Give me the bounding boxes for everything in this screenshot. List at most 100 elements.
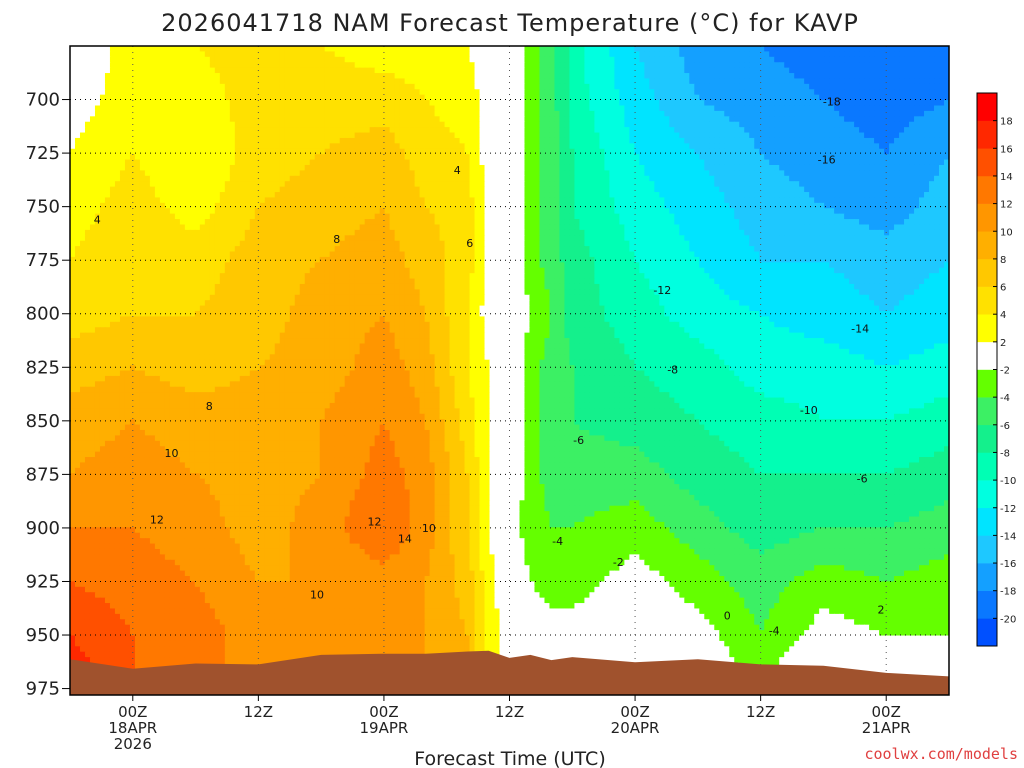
heat-cell: [689, 73, 695, 80]
heat-cell: [249, 121, 256, 128]
heat-cell: [489, 175, 496, 182]
heat-cell: [109, 159, 116, 166]
heat-cell: [134, 51, 141, 58]
heat-cell: [779, 73, 785, 80]
plot-area: [70, 46, 949, 695]
heat-cell: [519, 105, 526, 112]
heat-cell: [694, 127, 700, 134]
heat-cell: [239, 105, 246, 112]
heat-cell: [344, 46, 351, 53]
heat-cell: [169, 164, 176, 171]
heat-cell: [534, 56, 541, 63]
heat-cell: [779, 83, 785, 90]
heat-cell: [919, 100, 925, 107]
heat-cell: [594, 154, 600, 161]
heat-cell: [194, 94, 201, 101]
heat-cell: [409, 159, 416, 166]
heat-cell: [319, 175, 326, 182]
heat-cell: [174, 116, 181, 123]
heat-cell: [569, 46, 576, 53]
heat-cell: [554, 100, 561, 107]
heat-cell: [79, 181, 86, 188]
heat-cell: [859, 127, 865, 134]
heat-cell: [639, 116, 645, 123]
heat-cell: [464, 51, 471, 58]
heat-cell: [304, 170, 311, 177]
heat-cell: [429, 73, 436, 80]
heat-cell: [844, 89, 850, 96]
heat-cell: [564, 94, 571, 101]
heat-cell: [74, 105, 81, 112]
heat-cell: [844, 175, 850, 182]
heat-cell: [779, 159, 785, 166]
heat-cell: [939, 127, 945, 134]
heat-cell: [924, 56, 930, 63]
heat-cell: [689, 67, 695, 74]
heat-cell: [789, 159, 795, 166]
heat-cell: [264, 51, 271, 58]
heat-cell: [79, 154, 86, 161]
heat-cell: [329, 78, 336, 85]
heat-cell: [504, 137, 511, 144]
heat-cell: [254, 181, 261, 188]
heat-cell: [454, 100, 461, 107]
heat-cell: [654, 56, 660, 63]
heat-cell: [639, 148, 645, 155]
heat-cell: [544, 83, 551, 90]
heat-cell: [374, 100, 381, 107]
heat-cell: [739, 110, 745, 117]
heat-cell: [914, 132, 920, 139]
heat-cell: [639, 94, 645, 101]
heat-cell: [594, 164, 600, 171]
heat-cell: [244, 181, 251, 188]
heat-cell: [929, 110, 935, 117]
heat-cell: [704, 148, 710, 155]
heat-cell: [269, 83, 276, 90]
heat-cell: [79, 197, 86, 204]
heat-cell: [414, 181, 421, 188]
heat-cell: [134, 164, 141, 171]
heat-cell: [194, 116, 201, 123]
heat-cell: [484, 62, 491, 69]
heat-cell: [814, 164, 820, 171]
heat-cell: [904, 127, 910, 134]
heat-cell: [594, 137, 600, 144]
heat-cell: [114, 143, 121, 150]
heat-cell: [584, 83, 590, 90]
heat-cell: [259, 100, 266, 107]
heat-cell: [404, 110, 411, 117]
heat-cell: [749, 164, 755, 171]
heat-cell: [194, 137, 201, 144]
heat-cell: [439, 105, 446, 112]
heat-cell: [379, 110, 386, 117]
heat-cell: [564, 132, 571, 139]
heat-cell: [519, 89, 526, 96]
heat-cell: [589, 89, 595, 96]
heat-cell: [869, 148, 875, 155]
heat-cell: [324, 132, 331, 139]
heat-cell: [294, 181, 301, 188]
heat-cell: [404, 100, 411, 107]
heat-cell: [464, 186, 471, 193]
heat-cell: [529, 159, 536, 166]
heat-cell: [224, 89, 231, 96]
heat-cell: [79, 192, 86, 199]
heat-cell: [324, 159, 331, 166]
heat-cell: [699, 46, 705, 53]
heat-cell: [839, 51, 845, 58]
heat-cell: [349, 192, 356, 199]
heat-cell: [384, 78, 391, 85]
heat-cell: [394, 175, 401, 182]
heat-cell: [464, 73, 471, 80]
heat-cell: [624, 164, 630, 171]
heat-cell: [284, 116, 291, 123]
heat-cell: [199, 186, 206, 193]
heat-cell: [129, 83, 136, 90]
heat-cell: [489, 170, 496, 177]
heat-cell: [869, 181, 875, 188]
heat-cell: [629, 127, 635, 134]
heat-cell: [489, 56, 496, 63]
heat-cell: [189, 121, 196, 128]
heat-cell: [194, 148, 201, 155]
heat-cell: [939, 143, 945, 150]
